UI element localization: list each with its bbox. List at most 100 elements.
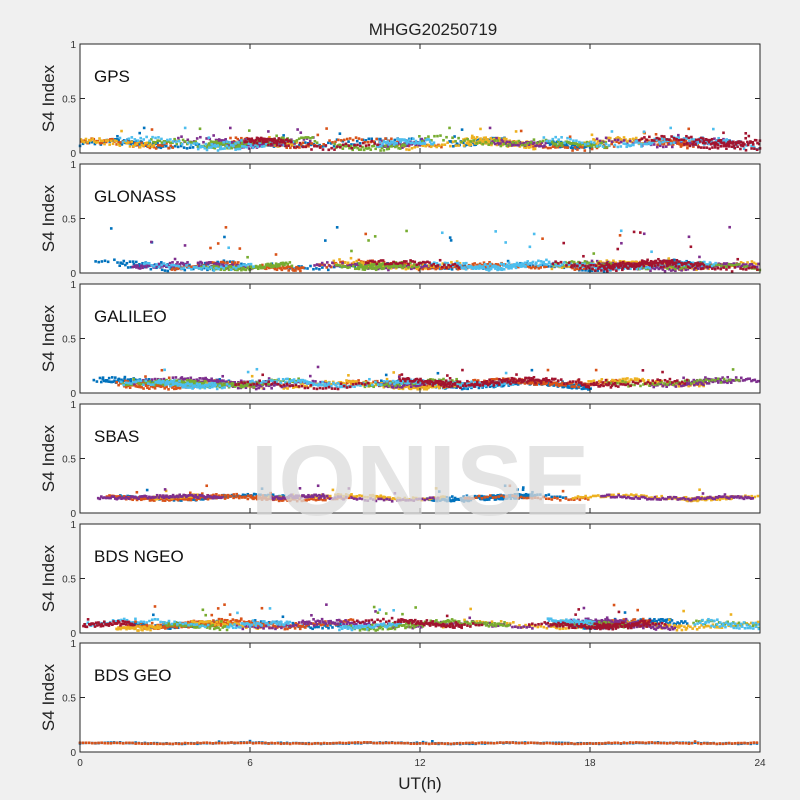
data-point — [429, 378, 432, 381]
data-point — [303, 141, 307, 144]
data-point — [118, 144, 122, 147]
data-point — [660, 380, 663, 384]
data-point — [634, 141, 637, 144]
data-point — [730, 141, 733, 145]
data-point — [471, 262, 475, 266]
data-point — [392, 143, 396, 146]
data-point — [691, 140, 694, 144]
data-point — [202, 144, 206, 148]
data-point — [650, 250, 653, 254]
data-point — [158, 144, 162, 147]
data-points — [78, 126, 762, 152]
data-point — [582, 267, 586, 270]
data-point — [723, 143, 726, 147]
data-point — [549, 146, 552, 150]
data-point — [181, 138, 185, 142]
data-point — [411, 382, 415, 386]
data-point — [230, 261, 234, 264]
data-point — [727, 145, 731, 148]
data-point — [165, 385, 168, 389]
data-point — [558, 264, 562, 268]
data-point — [168, 261, 172, 265]
data-point — [250, 266, 254, 270]
data-point — [750, 260, 754, 263]
data-point — [282, 143, 286, 147]
data-point — [258, 141, 262, 144]
data-point — [668, 264, 672, 268]
data-point — [90, 140, 94, 144]
data-point — [607, 144, 611, 147]
data-point — [717, 142, 721, 145]
data-point — [159, 378, 163, 381]
data-point — [129, 143, 133, 146]
data-point — [633, 262, 637, 266]
data-point — [229, 136, 232, 140]
data-point — [564, 142, 568, 145]
data-point — [189, 378, 192, 382]
data-point — [652, 261, 655, 264]
data-point — [489, 137, 493, 140]
data-point — [165, 264, 168, 267]
data-point — [662, 142, 666, 146]
data-point — [157, 384, 161, 388]
data-point — [567, 261, 571, 265]
data-point — [152, 140, 155, 144]
data-point — [489, 267, 493, 271]
data-point — [744, 148, 748, 152]
data-point — [274, 139, 277, 143]
data-point — [383, 262, 387, 266]
data-point — [722, 141, 726, 145]
data-point — [504, 137, 508, 141]
data-point — [208, 137, 212, 141]
data-point — [554, 260, 557, 263]
data-point — [751, 140, 755, 144]
data-point — [341, 261, 344, 265]
data-point — [654, 379, 658, 383]
data-point — [653, 264, 657, 267]
data-point — [746, 140, 749, 144]
data-point — [695, 379, 699, 382]
data-point — [684, 265, 687, 269]
data-point — [425, 387, 429, 391]
data-point — [169, 141, 172, 144]
data-point — [110, 376, 114, 379]
data-point — [101, 139, 105, 143]
data-point — [486, 263, 489, 266]
data-point — [648, 384, 651, 387]
data-point — [735, 263, 739, 266]
data-point — [573, 263, 576, 266]
data-point — [142, 138, 145, 141]
data-point — [619, 140, 623, 144]
data-point — [116, 261, 119, 264]
data-point — [745, 144, 748, 147]
data-point — [282, 140, 286, 144]
data-point — [655, 145, 659, 149]
data-point — [321, 145, 324, 148]
y-axis-label: S4 Index — [39, 184, 58, 252]
data-point — [227, 380, 231, 384]
data-point — [165, 142, 168, 145]
data-point — [752, 261, 756, 265]
data-point — [676, 263, 680, 267]
data-point — [211, 379, 215, 383]
data-point — [695, 266, 699, 269]
data-point — [682, 264, 685, 267]
data-point — [490, 378, 494, 381]
data-point — [715, 143, 719, 146]
data-point — [641, 262, 645, 266]
data-point — [576, 144, 580, 147]
data-point — [614, 261, 617, 265]
data-point — [589, 380, 593, 383]
data-point — [648, 135, 651, 139]
data-point — [355, 267, 359, 270]
data-point — [244, 386, 248, 390]
data-point — [517, 139, 521, 143]
data-point — [739, 376, 743, 380]
data-point — [619, 145, 623, 148]
data-point — [139, 136, 143, 140]
data-point — [170, 263, 173, 267]
data-point — [135, 266, 138, 269]
data-point — [637, 380, 641, 384]
data-point — [374, 268, 378, 272]
